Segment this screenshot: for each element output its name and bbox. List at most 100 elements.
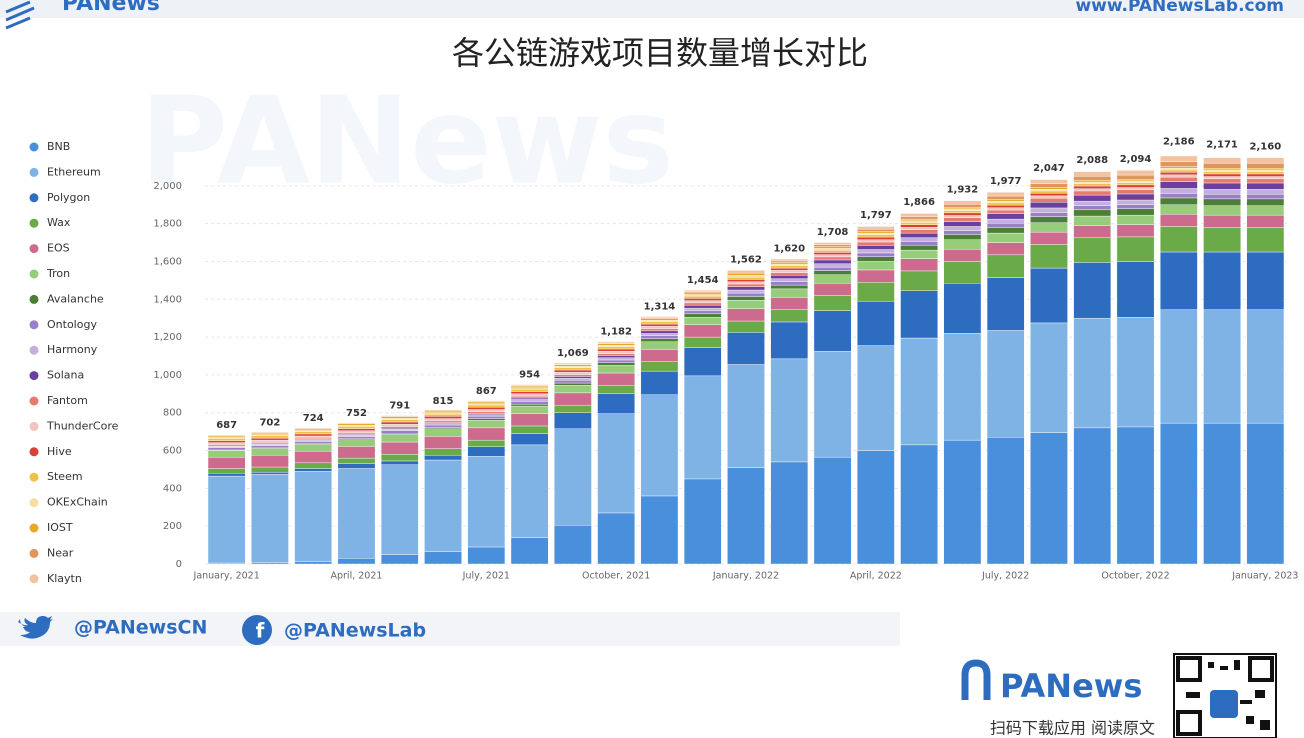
bar-segment — [943, 239, 982, 250]
x-tick-label: July, 2022 — [981, 571, 1029, 582]
total-label: 954 — [519, 370, 540, 381]
bar-segment — [554, 369, 592, 373]
bar-segment — [251, 432, 289, 435]
bar-segment — [1073, 427, 1112, 565]
bar-segment — [597, 355, 635, 358]
bar-segment — [467, 404, 506, 408]
bar-segment — [337, 457, 376, 464]
bar-segment — [943, 217, 982, 222]
bar-segment — [986, 277, 1025, 331]
bar-segment — [1116, 199, 1155, 205]
bar-segment — [597, 385, 635, 395]
bar-segment — [727, 272, 765, 274]
bar-segment — [1246, 194, 1285, 200]
bar-segment — [683, 302, 722, 306]
bar-segment — [770, 265, 809, 269]
legend-swatch — [29, 523, 39, 533]
bar-segment — [554, 367, 592, 371]
bar-segment — [813, 259, 852, 264]
bar-segment — [554, 372, 592, 375]
plot: 0 200 400 600 800 1,000 1,200 1,400 1,600 1,800 2,… — [29, 137, 1298, 585]
legend-label: Steem — [47, 470, 83, 483]
bar-segment — [380, 554, 419, 565]
bar-segment — [467, 546, 506, 565]
legend-swatch — [29, 294, 39, 304]
bar-segment — [510, 405, 549, 414]
legend-swatch — [29, 548, 39, 558]
bar-segment — [251, 432, 289, 434]
bar-segment — [900, 218, 938, 221]
bar-segment — [986, 204, 1025, 208]
bar-segment — [510, 537, 549, 565]
x-tick-label: April, 2022 — [850, 571, 902, 582]
bar-segment — [380, 416, 419, 419]
bar-segment — [1246, 227, 1285, 253]
bar-segment — [900, 444, 938, 565]
bar-segment — [986, 200, 1025, 204]
bar-segment — [467, 415, 506, 419]
bar-segment — [943, 261, 982, 284]
bar-segment — [943, 212, 982, 216]
bar-segment — [1030, 432, 1068, 565]
bar-segment — [554, 364, 592, 367]
bar-segment — [857, 245, 895, 250]
bar-segment — [294, 433, 333, 437]
bar-segment — [467, 456, 506, 548]
bar-segment — [1116, 236, 1155, 262]
bar-segment — [597, 372, 635, 386]
bar-segment — [813, 274, 852, 284]
bar-segment — [467, 414, 506, 417]
bar-segment — [380, 460, 419, 465]
bar-segment — [727, 286, 765, 291]
bar-segment — [1073, 183, 1112, 187]
bar-segment — [380, 415, 419, 417]
bar-segment — [1030, 179, 1068, 184]
bar-segment — [813, 252, 852, 255]
bar-segment — [337, 439, 376, 447]
bar-segment — [597, 345, 635, 347]
bar-segment — [597, 413, 635, 514]
bar-segment — [1246, 176, 1285, 180]
bar-segment — [294, 450, 333, 464]
legend-swatch — [29, 396, 39, 406]
bar-segment — [1116, 178, 1155, 182]
total-label: 687 — [216, 420, 237, 431]
legend-label: Near — [47, 546, 74, 559]
bar-segment — [683, 307, 722, 312]
bar-segment — [510, 395, 549, 399]
bar-segment — [1030, 231, 1068, 245]
bar-segment — [380, 426, 419, 429]
bar-segment — [1073, 262, 1112, 319]
total-label: 2,186 — [1163, 137, 1195, 148]
bar-segment — [640, 316, 679, 319]
bar-segment — [1159, 197, 1198, 205]
bar-segment — [380, 454, 419, 462]
bar-segment — [467, 407, 506, 410]
bar-segment — [727, 276, 765, 280]
bar-segment — [337, 430, 376, 434]
bar-segment — [1030, 187, 1068, 190]
bar-segment — [597, 348, 635, 352]
bar-segment — [857, 282, 895, 302]
total-label: 1,620 — [773, 244, 805, 255]
bar-segment — [337, 446, 376, 459]
bar-segment — [727, 279, 765, 282]
logo-mark — [5, 0, 35, 30]
bar-segment — [380, 464, 419, 555]
bar-segment — [597, 512, 635, 565]
bar-segment — [1073, 237, 1112, 263]
bar-segment — [943, 333, 982, 441]
bar-segment — [294, 561, 333, 565]
bar-segment — [207, 440, 246, 443]
x-tick-label: January, 2023 — [1231, 571, 1298, 582]
legend-label: Ontology — [47, 318, 97, 331]
bar-segment — [770, 309, 809, 323]
bar-segment — [1030, 195, 1068, 199]
bar-segment — [207, 450, 246, 458]
bar-segment — [1246, 171, 1285, 175]
legend-label: Harmony — [47, 343, 98, 356]
legend-label: Wax — [47, 216, 71, 229]
bar-segment — [813, 295, 852, 311]
bar-segment — [1203, 173, 1241, 177]
bar-segment — [813, 256, 852, 261]
